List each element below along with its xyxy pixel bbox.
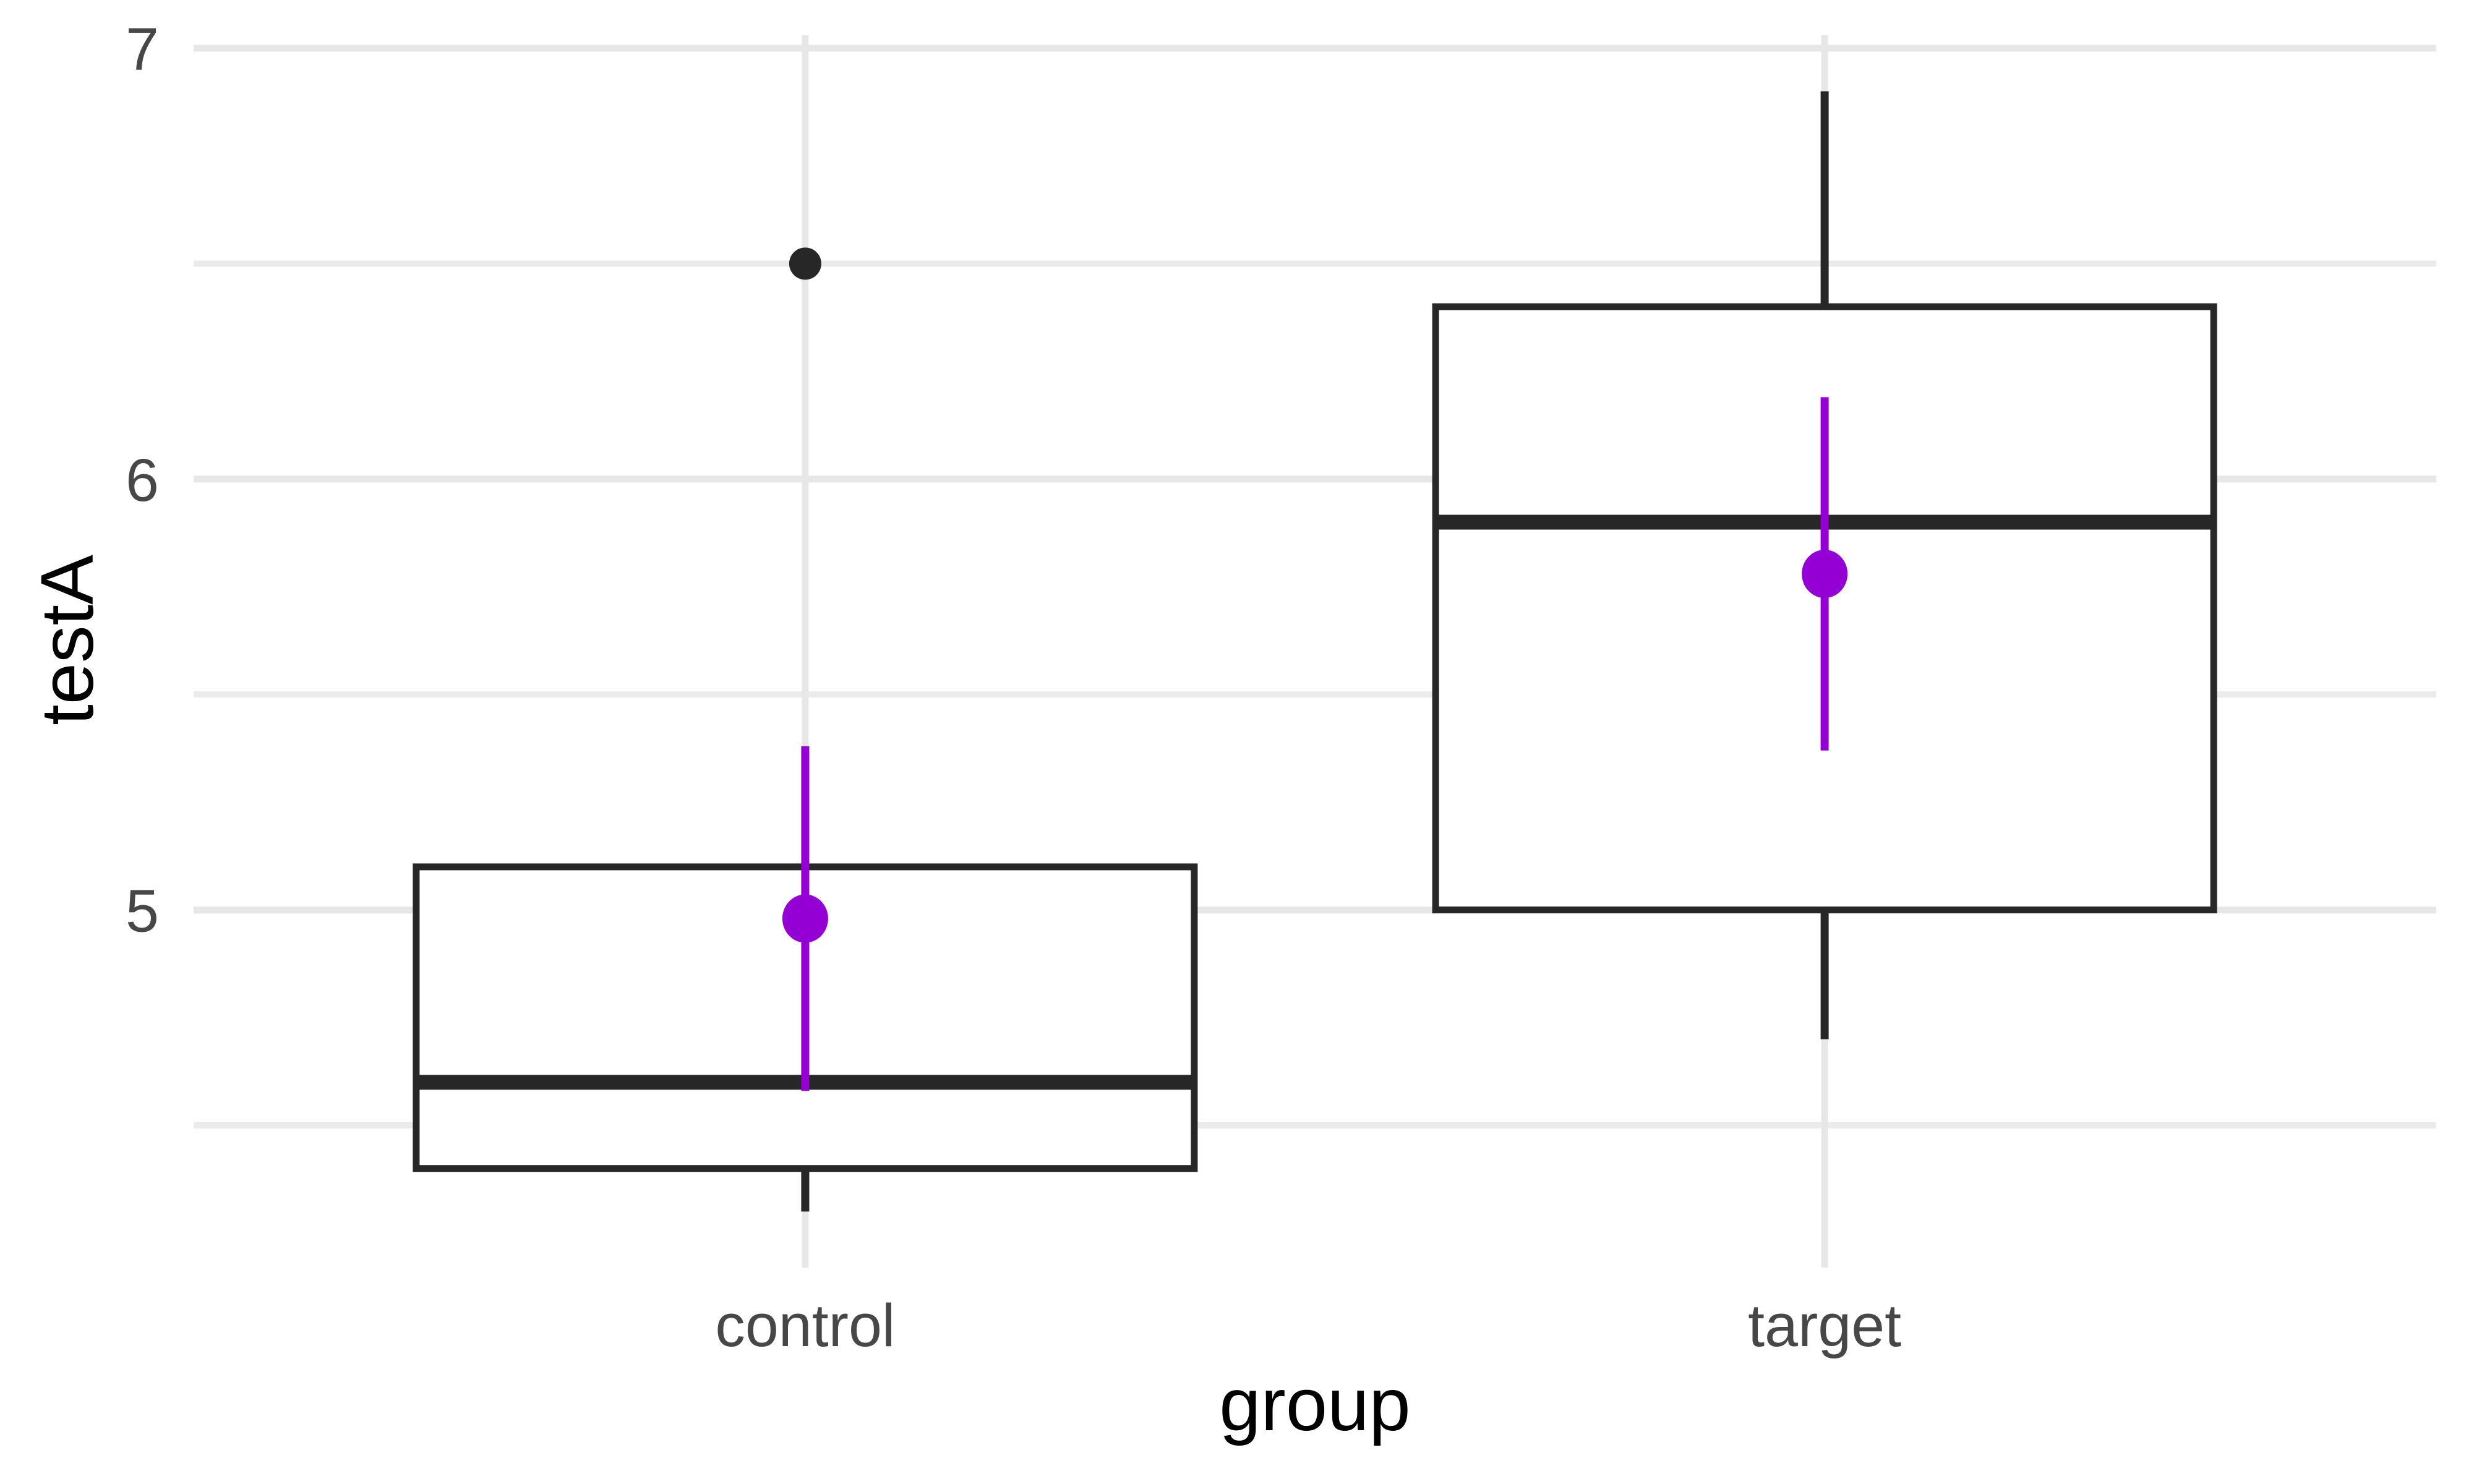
outlier-point-control bbox=[789, 247, 821, 280]
axis-label-layer: 5 6 7 control target bbox=[126, 15, 1901, 1359]
x-category-label-control: control bbox=[715, 1292, 895, 1359]
y-tick-label-5: 5 bbox=[126, 877, 159, 945]
mean-point-target bbox=[1802, 550, 1848, 599]
x-category-label-target: target bbox=[1748, 1292, 1901, 1359]
y-tick-label-6: 6 bbox=[126, 446, 159, 514]
y-axis-title: testA bbox=[25, 555, 109, 725]
x-axis-title: group bbox=[1219, 1362, 1410, 1446]
y-tick-label-7: 7 bbox=[126, 15, 159, 83]
mean-point-control bbox=[782, 894, 828, 943]
geom-layer bbox=[413, 91, 2217, 1212]
